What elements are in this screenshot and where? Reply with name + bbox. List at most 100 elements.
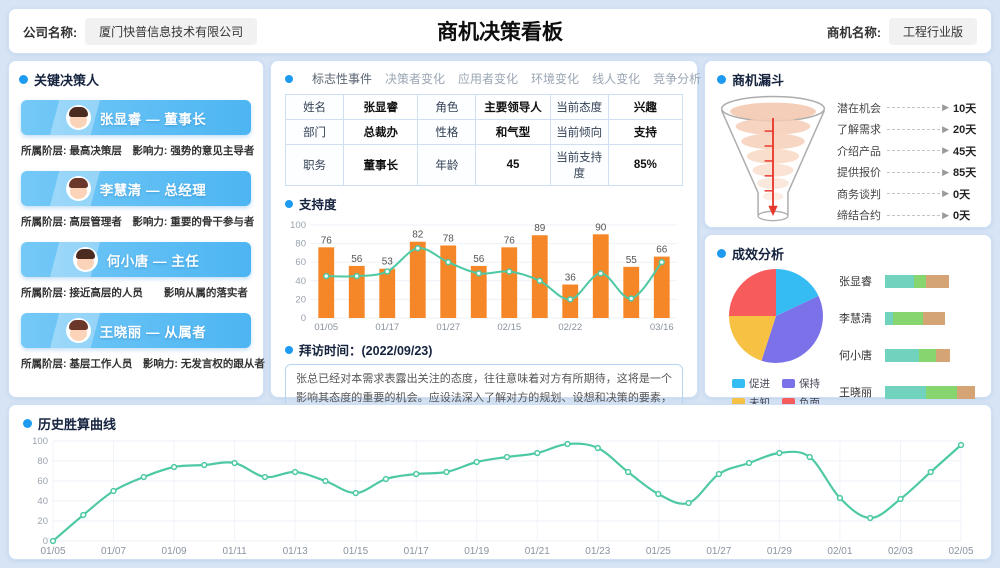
bullet-icon	[717, 249, 726, 258]
svg-text:40: 40	[37, 496, 48, 507]
svg-text:01/23: 01/23	[585, 546, 610, 557]
decision-info: 所属阶层: 基层工作人员 影响力: 无发言权的跟从者	[21, 358, 265, 370]
funnel-stage-label: 介绍产品	[837, 145, 881, 158]
svg-text:80: 80	[295, 239, 306, 250]
funnel-stage-label: 缔结合约	[837, 210, 881, 223]
profile-value: 总裁办	[343, 119, 419, 145]
tab-informant-change[interactable]: 线人变化	[592, 72, 641, 86]
analysis-bar-segment	[925, 385, 957, 399]
decision-info: 所属阶层: 接近高层的人员 影响从属的落实者	[21, 287, 248, 299]
funnel-stage-connector	[887, 107, 941, 109]
svg-text:02/03: 02/03	[888, 546, 913, 557]
arrow-right-icon: ▶	[942, 102, 949, 113]
funnel-graphic	[720, 95, 826, 222]
funnel-stage-connector	[887, 193, 941, 195]
decision-banner[interactable]: 张显睿 — 董事长	[21, 100, 251, 135]
analysis-title: 成效分析	[732, 247, 785, 262]
profile-row: 部门 总裁办 性格 和气型 当前倾向 支持	[284, 119, 684, 145]
arrow-right-icon: ▶	[942, 123, 949, 134]
legend-item-1[interactable]: 保持	[782, 376, 820, 391]
svg-text:01/05: 01/05	[40, 546, 65, 557]
svg-text:02/15: 02/15	[497, 322, 521, 333]
svg-text:89: 89	[534, 223, 546, 234]
svg-text:40: 40	[295, 276, 306, 287]
tab-environment-change[interactable]: 环境变化	[531, 72, 580, 86]
svg-text:36: 36	[565, 273, 577, 284]
funnel-stage-days: 20天	[953, 124, 977, 137]
bullet-icon	[285, 199, 293, 208]
company-name-label: 公司名称:	[23, 25, 78, 40]
support-chart: 0 20 40 60 80 100 76 56 53 82 78 56 76 89 36 90 55 66 01/0…	[285, 213, 683, 338]
company-name-value[interactable]: 厦门快普信息技术有限公司	[85, 17, 258, 45]
decision-banner[interactable]: 李慧清 — 总经理	[21, 171, 251, 206]
funnel-title: 商机漏斗	[732, 73, 785, 88]
profile-value: 张显睿	[343, 94, 419, 120]
analysis-bar-segment	[913, 274, 927, 288]
svg-text:01/19: 01/19	[464, 546, 489, 557]
profile-label: 性格	[417, 119, 477, 145]
funnel-stage-days: 10天	[953, 102, 977, 115]
decision-banner[interactable]: 何小唐 — 主任	[21, 242, 251, 277]
tab-user-change[interactable]: 应用者变化	[458, 72, 519, 86]
funnel-stage-list: 潜在机会 ▶ 10天 了解需求 ▶ 20天 介绍产品 ▶ 45天 提供报价 ▶ 85天 商务谈判 ▶ 0天缔…	[837, 97, 979, 226]
svg-text:20: 20	[295, 294, 306, 305]
svg-text:56: 56	[351, 254, 363, 265]
analysis-bar-label: 王晓丽	[839, 387, 872, 399]
decision-card[interactable]: 李慧清 — 总经理 所属阶层: 高层管理者 影响力: 重要的骨干参与者	[21, 171, 254, 231]
tab-competition-analysis[interactable]: 竞争分析	[653, 72, 702, 86]
funnel-stage-days: 0天	[953, 210, 971, 223]
analysis-bar-row: 李慧清	[839, 310, 979, 326]
analysis-bar-segment	[919, 348, 936, 362]
decision-card[interactable]: 何小唐 — 主任所属阶层: 接近高层的人员 影响从属的落实者	[21, 242, 251, 302]
analysis-bars: 张显睿 李慧清 何小唐 王晓丽	[835, 267, 979, 410]
profile-value: 45	[475, 144, 551, 186]
funnel-stage-connector	[887, 214, 941, 216]
funnel-stage-label: 潜在机会	[837, 102, 881, 115]
profile-value: 董事长	[343, 144, 419, 186]
legend-label: 促进	[749, 378, 770, 390]
legend-label: 保持	[799, 378, 820, 390]
svg-text:01/29: 01/29	[767, 546, 792, 557]
header-bar: 公司名称: 厦门快普信息技术有限公司 商机决策看板 商机名称: 工程行业版	[8, 8, 992, 54]
funnel-stage-label: 商务谈判	[837, 188, 881, 201]
svg-text:02/01: 02/01	[827, 546, 852, 557]
support-chart-title: 支持度	[299, 198, 337, 212]
funnel-stage-days: 45天	[953, 145, 977, 158]
legend-item-0[interactable]: 促进	[732, 376, 770, 391]
analysis-bar-segment	[885, 274, 914, 288]
legend-swatch	[732, 379, 745, 388]
funnel-stage-row: 潜在机会 ▶ 10天	[837, 97, 979, 119]
analysis-bar-segment	[956, 385, 976, 399]
tab-landmark-events[interactable]: 标志性事件	[312, 72, 373, 86]
analysis-bar-label: 李慧清	[839, 313, 872, 325]
analysis-bar-row: 何小唐	[839, 347, 979, 363]
decision-card[interactable]: 王晓丽 — 从属者所属阶层: 基层工作人员 影响力: 无发言权的跟从者	[21, 313, 265, 373]
svg-text:01/21: 01/21	[525, 546, 550, 557]
arrow-right-icon: ▶	[942, 188, 949, 199]
profile-table: 姓名 张显睿 角色 主要领导人 当前态度 兴趣 部门 总裁办 性格 和气型 当前倾向 支持 职务 董事长年…	[284, 94, 684, 186]
tab-decision-maker-change[interactable]: 决策者变化	[385, 72, 446, 86]
decision-card[interactable]: 张显睿 — 董事长 所属阶层: 最高决策层 影响力: 强势的意见主导者	[21, 100, 254, 160]
analysis-bar-row: 王晓丽	[839, 384, 979, 400]
profile-label: 当前支持度	[549, 144, 609, 186]
events-panel: 标志性事件 决策者变化 应用者变化 环境变化 线人变化 竞争分析 姓名 张显睿 角色 主要领导人…	[270, 60, 702, 426]
visit-time-title: 拜访时间：(2022/09/23)	[299, 344, 433, 358]
svg-text:02/22: 02/22	[558, 322, 582, 333]
profile-value: 主要领导人	[475, 94, 551, 120]
analysis-bar-segment	[885, 348, 920, 362]
svg-text:02/05: 02/05	[948, 546, 973, 557]
decision-banner[interactable]: 王晓丽 — 从属者	[21, 313, 251, 348]
legend-swatch	[782, 398, 795, 407]
history-panel: 历史胜算曲线 0 20 40 60 80 100 01/05 01/07 01/09 01/11 0…	[8, 404, 992, 560]
funnel-stage-row: 介绍产品 ▶ 45天	[837, 140, 979, 162]
svg-text:01/15: 01/15	[343, 546, 368, 557]
opportunity-name-value[interactable]: 工程行业版	[888, 17, 977, 45]
svg-text:80: 80	[37, 456, 48, 467]
funnel-stage-days: 85天	[953, 167, 977, 180]
funnel-stage-label: 提供报价	[837, 167, 881, 180]
bullet-icon	[285, 74, 293, 83]
analysis-bar-segment	[935, 348, 951, 362]
svg-text:0: 0	[301, 313, 306, 324]
profile-label: 姓名	[284, 94, 345, 120]
svg-text:01/17: 01/17	[375, 322, 399, 333]
